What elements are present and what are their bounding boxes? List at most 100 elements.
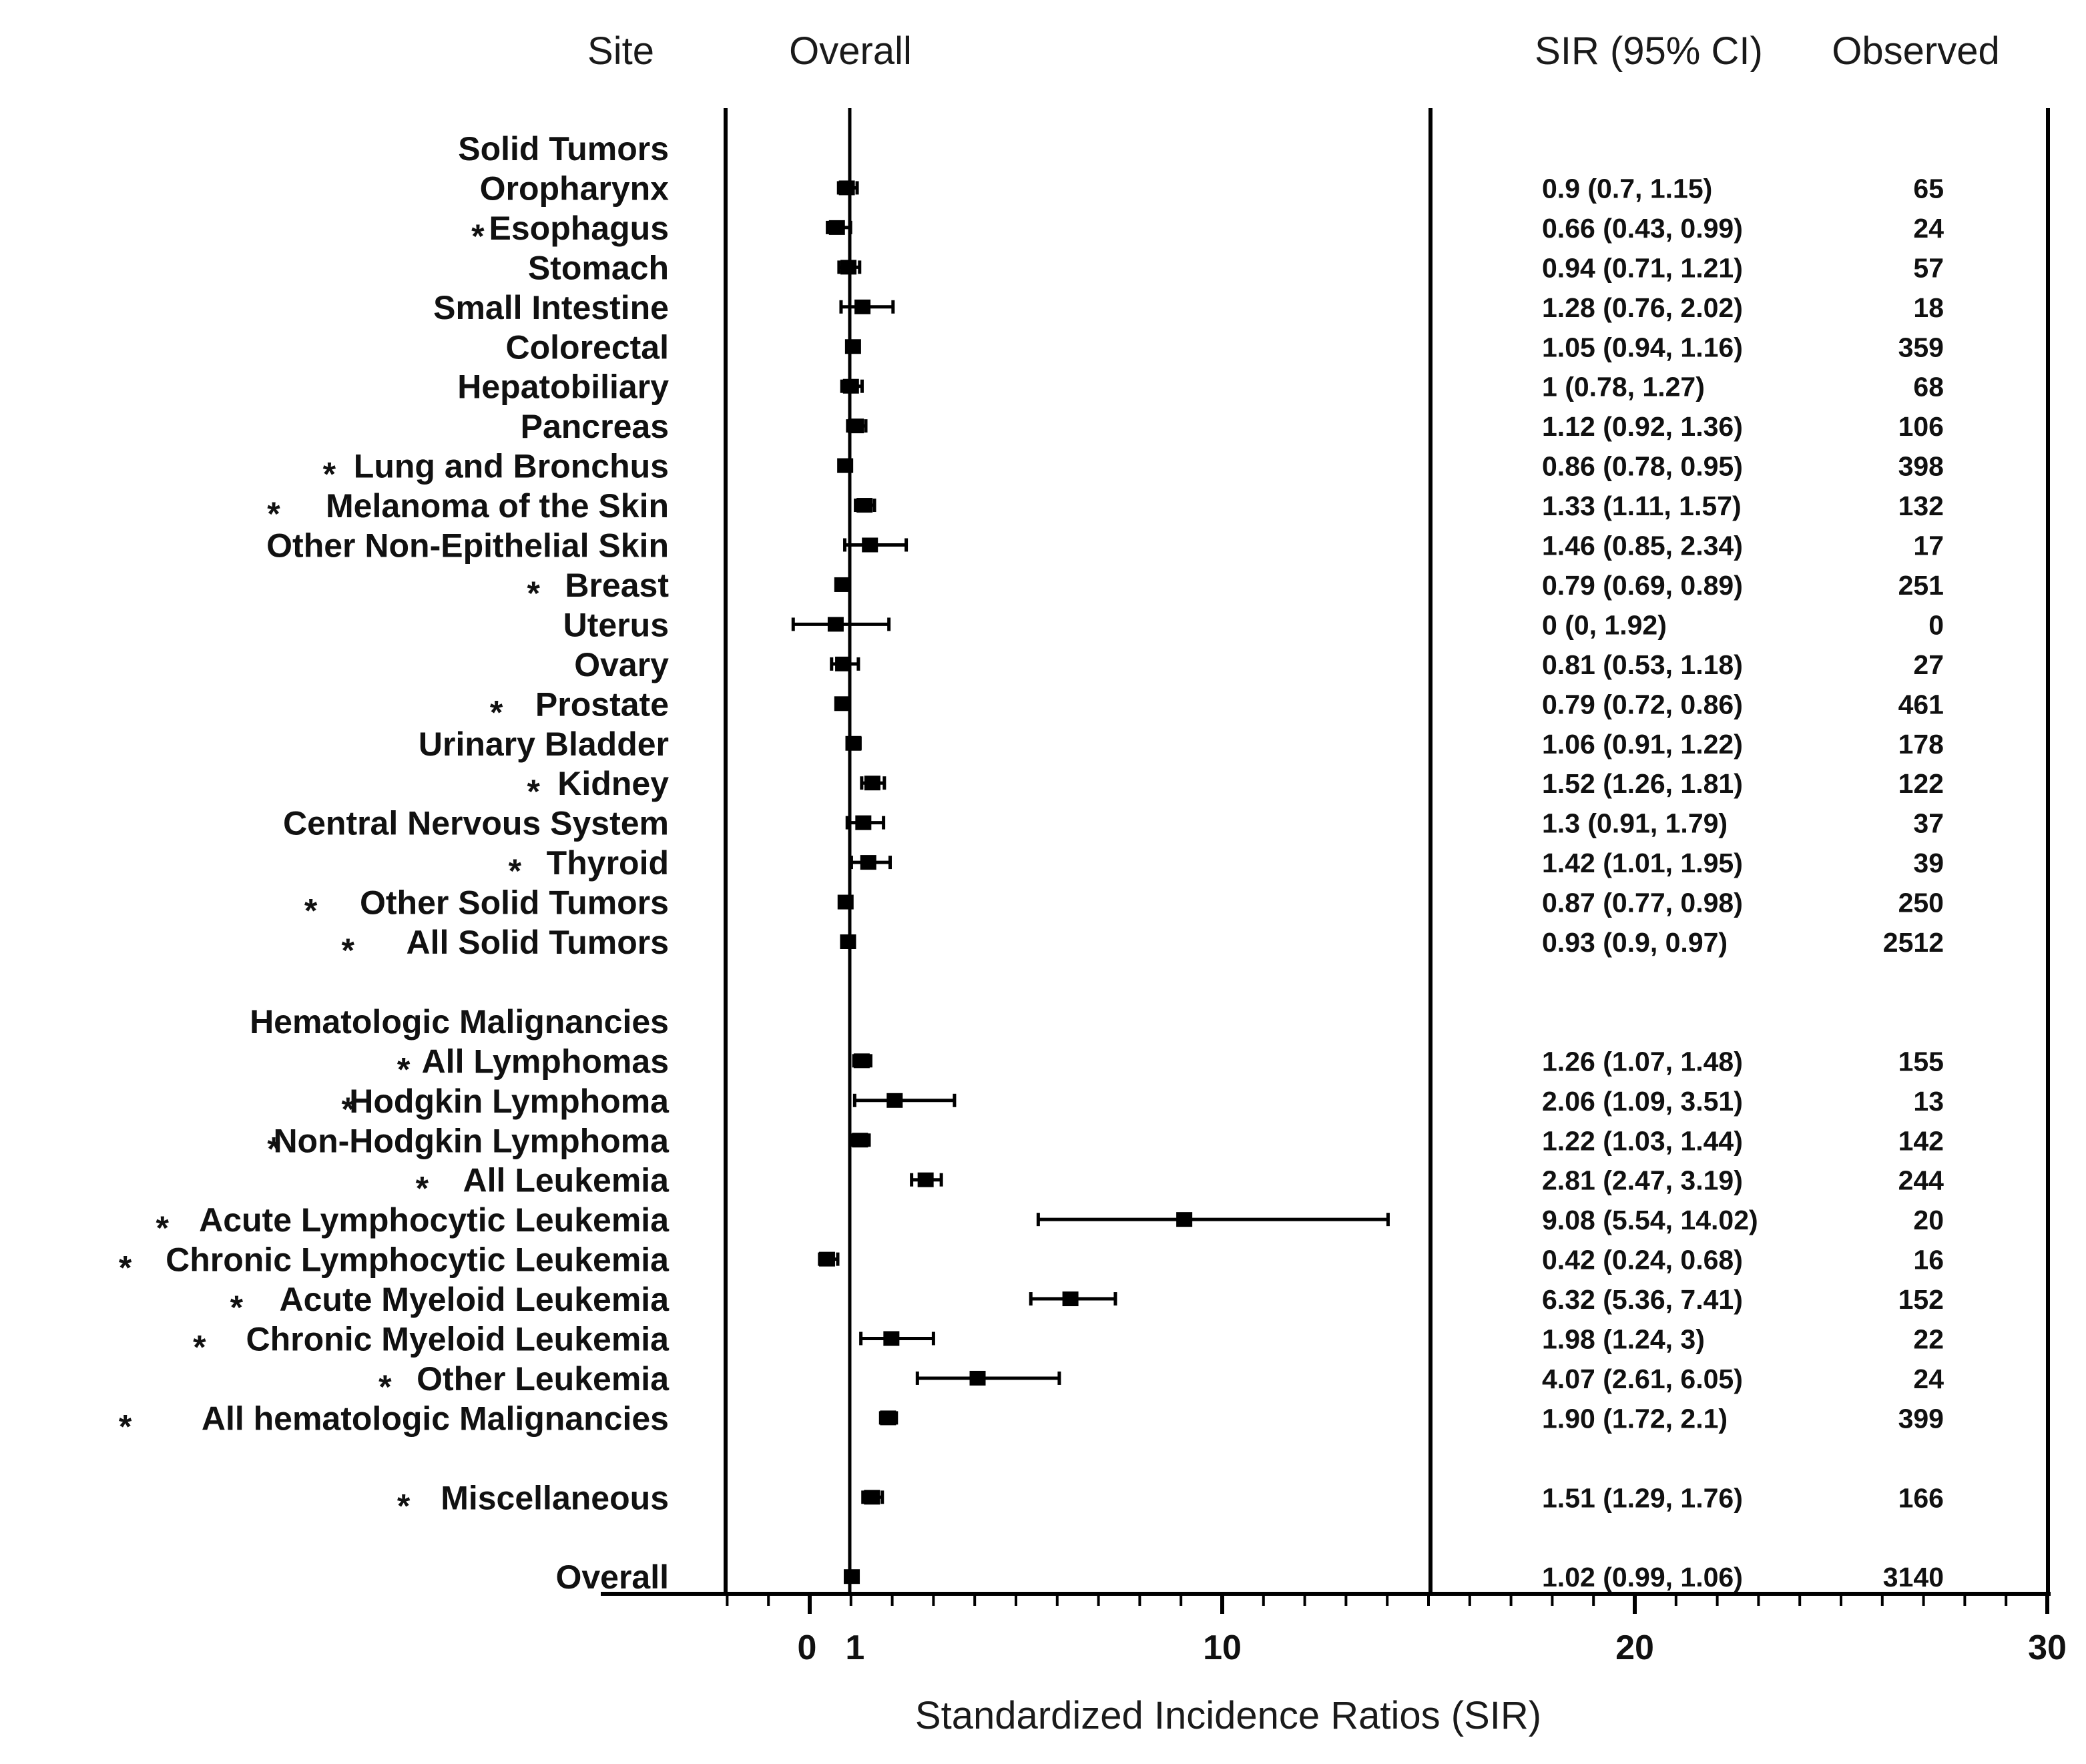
site-label-central-nervous-system: Central Nervous System <box>283 805 669 842</box>
site-label-kidney: Kidney <box>557 765 669 802</box>
site-label-acute-myeloid-leukemia: Acute Myeloid Leukemia <box>280 1281 670 1318</box>
significance-star: * <box>193 1329 206 1366</box>
significance-star: * <box>341 932 354 969</box>
site-label-all-hematologic-malignancies: All hematologic Malignancies <box>202 1400 669 1437</box>
significance-star: * <box>304 892 318 930</box>
point-estimate-kidney <box>864 776 880 791</box>
header-site: Site <box>587 29 654 73</box>
sir-ci-value-small-intestine: 1.28 (0.76, 2.02) <box>1542 292 1743 323</box>
observed-count-all-hematologic-malignancies: 399 <box>1898 1403 1944 1434</box>
sir-ci-value-other-solid-tumors: 0.87 (0.77, 0.98) <box>1542 888 1743 918</box>
forest-row: Urinary Bladder 1.06 (0.91, 1.22) 178 <box>419 725 1944 763</box>
site-label-all-solid-tumors: All Solid Tumors <box>406 924 669 961</box>
observed-count-uterus: 0 <box>1928 609 1944 640</box>
sir-ci-value-central-nervous-system: 1.3 (0.91, 1.79) <box>1542 808 1728 839</box>
observed-count-urinary-bladder: 178 <box>1898 729 1944 760</box>
observed-count-other-leukemia: 24 <box>1913 1364 1944 1394</box>
sir-ci-value-stomach: 0.94 (0.71, 1.21) <box>1542 252 1743 283</box>
point-estimate-esophagus <box>828 220 845 235</box>
group-label-hematologic-malignancies: Hematologic Malignancies <box>250 1003 669 1041</box>
observed-count-chronic-lymphocytic-leukemia: 16 <box>1913 1245 1944 1275</box>
site-label-colorectal: Colorectal <box>505 328 669 366</box>
forest-row: Hepatobiliary 1 (0.78, 1.27) 68 <box>457 368 1944 406</box>
site-label-other-leukemia: Other Leukemia <box>417 1360 670 1398</box>
sir-ci-value-esophagus: 0.66 (0.43, 0.99) <box>1542 213 1743 244</box>
site-label-chronic-lymphocytic-leukemia: Chronic Lymphocytic Leukemia <box>166 1241 670 1279</box>
significance-star: * <box>490 693 503 731</box>
forest-row: Uterus 0 (0, 1.92) 0 <box>563 606 1944 643</box>
site-label-urinary-bladder: Urinary Bladder <box>419 725 669 763</box>
forest-row: Hodgkin Lymphoma* 2.06 (1.09, 3.51) 13 <box>341 1083 1944 1128</box>
significance-star: * <box>119 1249 132 1287</box>
forest-row: Colorectal 1.05 (0.94, 1.16) 359 <box>505 328 1944 366</box>
forest-row: Small Intestine 1.28 (0.76, 2.02) 18 <box>433 289 1944 326</box>
sir-ci-value-ovary: 0.81 (0.53, 1.18) <box>1542 649 1743 680</box>
sir-ci-value-urinary-bladder: 1.06 (0.91, 1.22) <box>1542 729 1743 760</box>
observed-count-kidney: 122 <box>1898 768 1944 799</box>
sir-ci-value-uterus: 0 (0, 1.92) <box>1542 609 1667 640</box>
forest-row: Chronic Lymphocytic Leukemia * 0.42 (0.24,… <box>119 1241 1944 1287</box>
sir-ci-value-acute-lymphocytic-leukemia: 9.08 (5.54, 14.02) <box>1542 1205 1758 1235</box>
sir-ci-value-other-leukemia: 4.07 (2.61, 6.05) <box>1542 1364 1743 1394</box>
site-label-esophagus: Esophagus <box>489 210 669 247</box>
forest-row: Thyroid * 1.42 (1.01, 1.95) 39 <box>509 844 1944 890</box>
site-label-all-leukemia: All Leukemia <box>463 1162 670 1199</box>
sir-ci-value-overall: 1.02 (0.99, 1.06) <box>1542 1562 1743 1592</box>
point-estimate-acute-myeloid-leukemia <box>1062 1291 1079 1307</box>
significance-star: * <box>471 218 485 255</box>
significance-star: * <box>397 1487 411 1524</box>
significance-star: * <box>509 852 522 890</box>
forest-row: Melanoma of the Skin * 1.33 (1.11, 1.57) 13… <box>267 487 1944 533</box>
site-label-hodgkin-lymphoma: Hodgkin Lymphoma <box>349 1083 670 1120</box>
observed-count-chronic-myeloid-leukemia: 22 <box>1913 1324 1944 1355</box>
forest-row: Chronic Myeloid Leukemia * 1.98 (1.24, 3) 2… <box>193 1321 1944 1366</box>
significance-star: * <box>323 456 336 493</box>
point-estimate-breast <box>834 577 850 592</box>
observed-count-acute-myeloid-leukemia: 152 <box>1898 1284 1944 1315</box>
observed-count-overall: 3140 <box>1883 1562 1944 1592</box>
header-observed: Observed <box>1832 29 1999 73</box>
forest-row: Other Non-Epithelial Skin 1.46 (0.85, 2.3… <box>266 527 1944 565</box>
forest-row: Ovary 0.81 (0.53, 1.18) 27 <box>574 646 1944 683</box>
site-label-small-intestine: Small Intestine <box>433 289 669 326</box>
sir-ci-value-miscellaneous: 1.51 (1.29, 1.76) <box>1542 1482 1743 1513</box>
significance-star: * <box>527 575 540 612</box>
observed-count-hodgkin-lymphoma: 13 <box>1913 1086 1944 1117</box>
observed-count-all-solid-tumors: 2512 <box>1883 927 1944 958</box>
point-estimate-miscellaneous <box>864 1490 880 1505</box>
forest-row: Miscellaneous * 1.51 (1.29, 1.76) 166 <box>397 1479 1944 1524</box>
x-axis-ticks: 0 1 10 20 30 <box>726 1594 2067 1667</box>
point-estimate-hepatobiliary <box>842 378 859 394</box>
point-estimate-non-hodgkin-lymphoma <box>852 1133 868 1148</box>
significance-star: * <box>230 1289 244 1326</box>
sir-ci-value-oropharynx: 0.9 (0.7, 1.15) <box>1542 173 1712 204</box>
sir-ci-value-melanoma-of-the-skin: 1.33 (1.11, 1.57) <box>1542 491 1742 521</box>
sir-ci-value-thyroid: 1.42 (1.01, 1.95) <box>1542 848 1743 878</box>
observed-count-all-lymphomas: 155 <box>1898 1046 1944 1077</box>
sir-ci-value-all-solid-tumors: 0.93 (0.9, 0.97) <box>1542 927 1728 958</box>
point-estimate-pancreas <box>848 418 864 434</box>
point-estimate-other-non-epithelial-skin <box>862 537 878 553</box>
significance-star: * <box>341 1091 354 1128</box>
sir-ci-value-prostate: 0.79 (0.72, 0.86) <box>1542 689 1743 719</box>
observed-count-oropharynx: 65 <box>1913 173 1944 204</box>
forest-row: Lung and Bronchus * 0.86 (0.78, 0.95) 398 <box>323 448 1944 493</box>
forest-row: All Solid Tumors * 0.93 (0.9, 0.97) 2512 <box>341 924 1944 969</box>
site-label-melanoma-of-the-skin: Melanoma of the Skin <box>326 487 669 525</box>
forest-row: All Lymphomas * 1.26 (1.07, 1.48) 155 <box>397 1043 1944 1088</box>
observed-count-esophagus: 24 <box>1913 213 1944 244</box>
site-label-oropharynx: Oropharynx <box>480 170 670 207</box>
forest-row: Non-Hodgkin Lymphoma* 1.22 (1.03, 1.44) 14… <box>267 1122 1944 1167</box>
forest-row: Overall 1.02 (0.99, 1.06) 3140 <box>555 1558 1944 1596</box>
observed-count-small-intestine: 18 <box>1913 292 1944 323</box>
observed-count-thyroid: 39 <box>1913 848 1944 878</box>
group-label-solid-tumors: Solid Tumors <box>458 130 669 168</box>
site-label-ovary: Ovary <box>574 646 669 683</box>
observed-count-melanoma-of-the-skin: 132 <box>1898 491 1944 521</box>
point-estimate-all-lymphomas <box>853 1053 870 1069</box>
site-label-uterus: Uterus <box>563 606 669 643</box>
point-estimate-stomach <box>840 260 857 275</box>
sir-ci-value-pancreas: 1.12 (0.92, 1.36) <box>1542 411 1743 442</box>
site-label-miscellaneous: Miscellaneous <box>441 1479 669 1516</box>
